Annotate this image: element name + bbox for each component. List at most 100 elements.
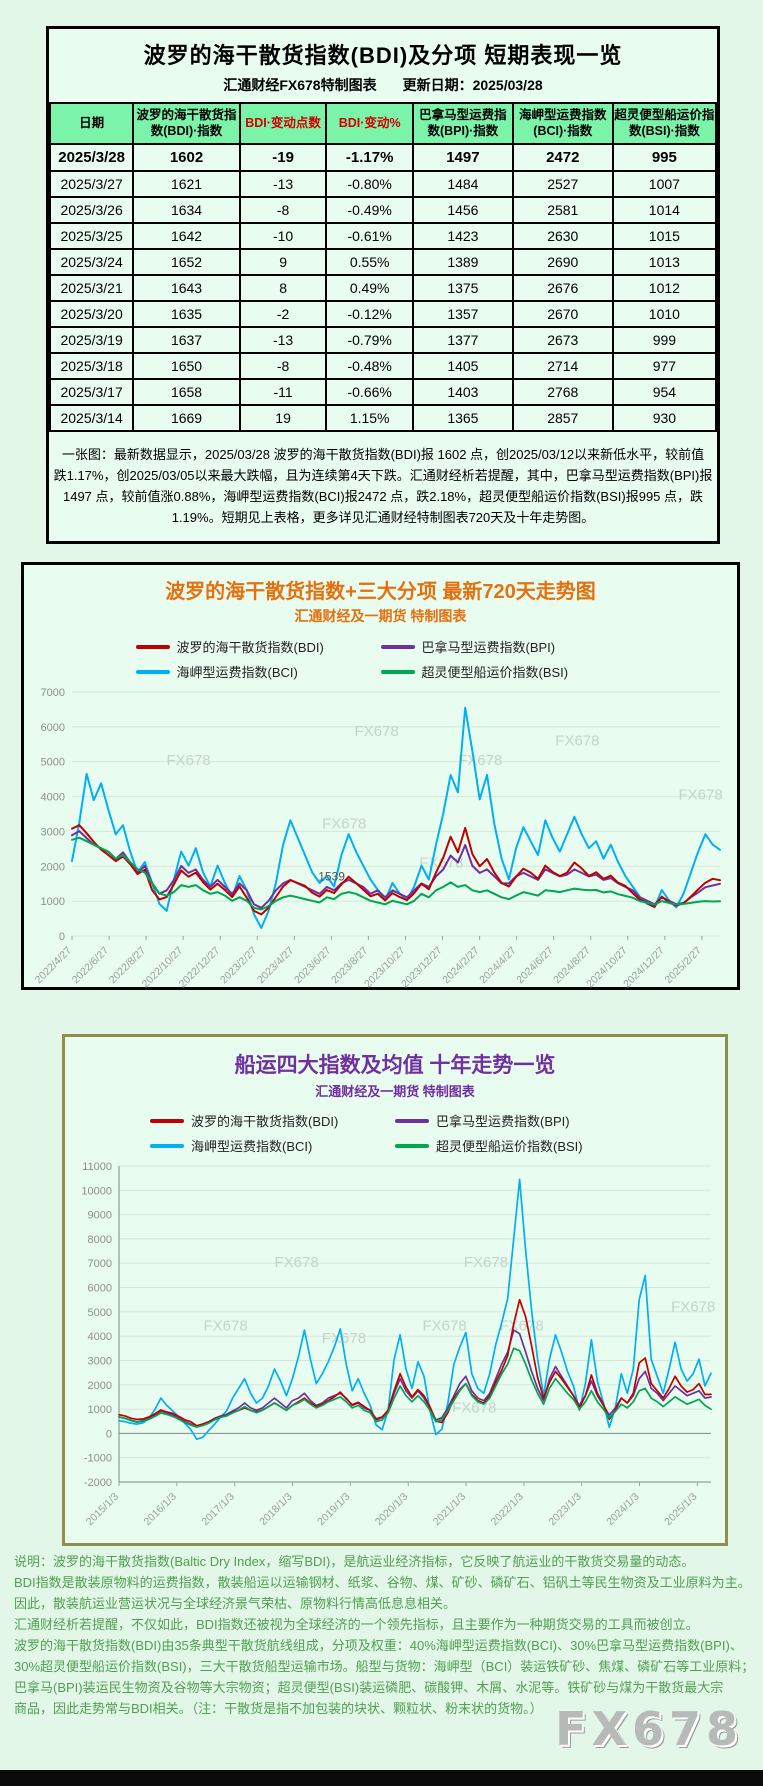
chart-720d-legend: 波罗的海干散货指数(BDI) 巴拿马型运费指数(BPI) 海岬型运费指数(BCI) 超… <box>135 634 626 684</box>
chart-720d-plot: 0 1000 2000 3000 4000 5000 6000 7000 FX678 FX678 F… <box>32 687 722 990</box>
explanation-text: 说明：波罗的海干散货指数(Baltic Dry Index，缩写BDI)，是航运… <box>14 1551 756 1719</box>
table-cell: 2673 <box>511 326 614 355</box>
legend-swatch <box>395 1118 429 1123</box>
svg-text:1000: 1000 <box>40 896 64 908</box>
table-cell: 1637 <box>132 326 241 355</box>
svg-text:2023/4/27: 2023/4/27 <box>254 945 296 987</box>
footer-bar <box>0 1770 763 1786</box>
table-cell: 2025/3/26 <box>48 196 135 225</box>
table-cell: -10 <box>238 222 328 251</box>
legend-item: 巴拿马型运费指数(BPI) <box>380 637 626 656</box>
table-cell: 2025/3/25 <box>48 222 135 251</box>
table-cell: 2714 <box>511 352 614 381</box>
table-subtitle: 汇通财经FX678特制图表 更新日期：2025/03/28 <box>49 75 717 95</box>
table-cell: 2527 <box>511 170 614 199</box>
svg-text:5000: 5000 <box>88 1307 112 1319</box>
table-cell: 2857 <box>511 404 614 433</box>
table-cell: -0.61% <box>325 222 414 251</box>
legend-item: 海岬型运费指数(BCI) <box>135 662 381 681</box>
table-header-cell: 超灵便型船运价指数(BSI)·指数 <box>611 101 718 146</box>
explanation-line: 30%超灵便型船运价指数(BSI)，三大干散货船型运输市场。船型与货物：海岬型（… <box>14 1659 755 1675</box>
svg-text:2022/6/27: 2022/6/27 <box>69 945 111 987</box>
table-summary-note: 一张图：最新数据显示，2025/03/28 波罗的海干散货指数(BDI)报 16… <box>49 445 717 528</box>
table-note-line: 跌1.17%，创2025/03/05以来最大跌幅，且为连续第4天下跌。汇通财经析… <box>53 468 713 484</box>
table-cell: 0.49% <box>325 274 414 303</box>
table-cell: 19 <box>238 404 328 433</box>
table-cell: 1484 <box>411 170 514 199</box>
table-row: 2025/3/14 1669 19 1.15% 1365 2857 930 <box>48 404 718 433</box>
legend-label: 超灵便型船运价指数(BSI) <box>436 1139 583 1154</box>
svg-text:FX678: FX678 <box>322 1330 366 1347</box>
svg-text:2022/4/27: 2022/4/27 <box>32 945 74 987</box>
svg-text:2020/1/3: 2020/1/3 <box>373 1491 410 1528</box>
svg-text:8000: 8000 <box>88 1234 112 1246</box>
table-header-cell: 波罗的海干散货指数(BDI)·指数 <box>132 101 241 146</box>
table-cell: 2025/3/14 <box>48 404 135 433</box>
table-header-row: 日期 波罗的海干散货指数(BDI)·指数 BDI·变动点数 BDI·变动% 巴拿马型运费… <box>48 101 718 146</box>
table-row: 2025/3/25 1642 -10 -0.61% 1423 2630 1015 <box>48 222 718 251</box>
legend-label: 海岬型运费指数(BCI) <box>176 665 298 680</box>
table-row: 2025/3/19 1637 -13 -0.79% 1377 2673 999 <box>48 326 718 355</box>
table-cell: 2676 <box>511 274 614 303</box>
svg-text:FX678: FX678 <box>671 1298 715 1315</box>
table-cell: 1423 <box>411 222 514 251</box>
table-header-row: 日期 波罗的海干散货指数(BDI)·指数 BDI·变动点数 BDI·变动% 巴拿马型运费… <box>48 101 718 146</box>
table-note-line: 1.19%。短期见上表格，更多详见汇通财经特制图表720天及十年走势图。 <box>171 509 595 525</box>
table-row: 2025/3/20 1635 -2 -0.12% 1357 2670 1010 <box>48 300 718 329</box>
legend-item: 海岬型运费指数(BCI) <box>150 1136 395 1155</box>
svg-text:6000: 6000 <box>40 722 64 734</box>
chart-10y-legend: 波罗的海干散货指数(BDI) 巴拿马型运费指数(BPI) 海岬型运费指数(BCI) 超… <box>150 1108 640 1158</box>
table-cell: 1014 <box>611 196 718 225</box>
legend-swatch <box>135 644 170 649</box>
table-cell: 2025/3/18 <box>48 352 135 381</box>
table-cell: 1602 <box>132 143 241 173</box>
legend-item: 超灵便型船运价指数(BSI) <box>380 662 626 681</box>
svg-text:FX678: FX678 <box>499 1317 543 1334</box>
chart-10y-title: 船运四大指数及均值 十年走势一览 <box>234 1054 556 1077</box>
table-cell: 1405 <box>411 352 514 381</box>
table-cell: 2025/3/24 <box>48 248 135 277</box>
svg-text:2018/1/3: 2018/1/3 <box>257 1491 294 1528</box>
table-cell: -0.12% <box>325 300 414 329</box>
svg-text:7000: 7000 <box>40 687 64 699</box>
chart-10y-subtitle: 汇通财经及一期货 特制图表 <box>315 1084 475 1099</box>
legend-item: 巴拿马型运费指数(BPI) <box>395 1111 640 1130</box>
table-cell: -8 <box>238 352 328 381</box>
svg-text:2023/6/27: 2023/6/27 <box>292 945 334 987</box>
table-cell: 1015 <box>611 222 718 251</box>
table-cell: 1456 <box>411 196 514 225</box>
svg-text:2000: 2000 <box>88 1380 112 1392</box>
table-cell: -8 <box>238 196 328 225</box>
table-cell: 9 <box>238 248 328 277</box>
table-header-cell: BDI·变动% <box>325 101 414 146</box>
table-cell: 2630 <box>511 222 614 251</box>
table-header-cell: 海岬型运费指数(BCI)·指数 <box>511 101 614 146</box>
svg-text:2016/1/3: 2016/1/3 <box>142 1491 179 1528</box>
table-cell: 995 <box>611 143 718 173</box>
table-cell: 2768 <box>511 378 614 407</box>
svg-text:3000: 3000 <box>88 1356 112 1368</box>
svg-text:2024/2/27: 2024/2/27 <box>440 945 482 987</box>
table-cell: 2025/3/19 <box>48 326 135 355</box>
svg-text:10000: 10000 <box>81 1185 112 1197</box>
table-cell: 1658 <box>132 378 241 407</box>
svg-text:FX678: FX678 <box>555 733 599 750</box>
table-cell: -13 <box>238 326 328 355</box>
table-cell: 930 <box>611 404 718 433</box>
svg-text:FX678: FX678 <box>354 723 398 740</box>
table-row: 2025/3/27 1621 -13 -0.80% 1484 2527 1007 <box>48 170 718 199</box>
table-cell: 1.15% <box>325 404 414 433</box>
svg-text:-1000: -1000 <box>84 1453 112 1465</box>
table-cell: 1497 <box>411 143 514 173</box>
table-title: 波罗的海干散货指数(BDI)及分项 短期表现一览 <box>143 43 623 68</box>
table-cell: 1634 <box>132 196 241 225</box>
table-cell: 1377 <box>411 326 514 355</box>
svg-text:1539: 1539 <box>318 870 345 884</box>
table-cell: -2 <box>238 300 328 329</box>
table-header-cell: BDI·变动点数 <box>238 101 328 146</box>
svg-text:FX678: FX678 <box>274 1254 318 1271</box>
svg-text:2025/2/27: 2025/2/27 <box>662 945 704 987</box>
legend-swatch <box>380 644 415 649</box>
table-cell: -0.80% <box>325 170 414 199</box>
table-note-line: 1497 点，较前值涨0.88%，海岬型运费指数(BCI)报2472 点，跌2.… <box>62 488 704 504</box>
